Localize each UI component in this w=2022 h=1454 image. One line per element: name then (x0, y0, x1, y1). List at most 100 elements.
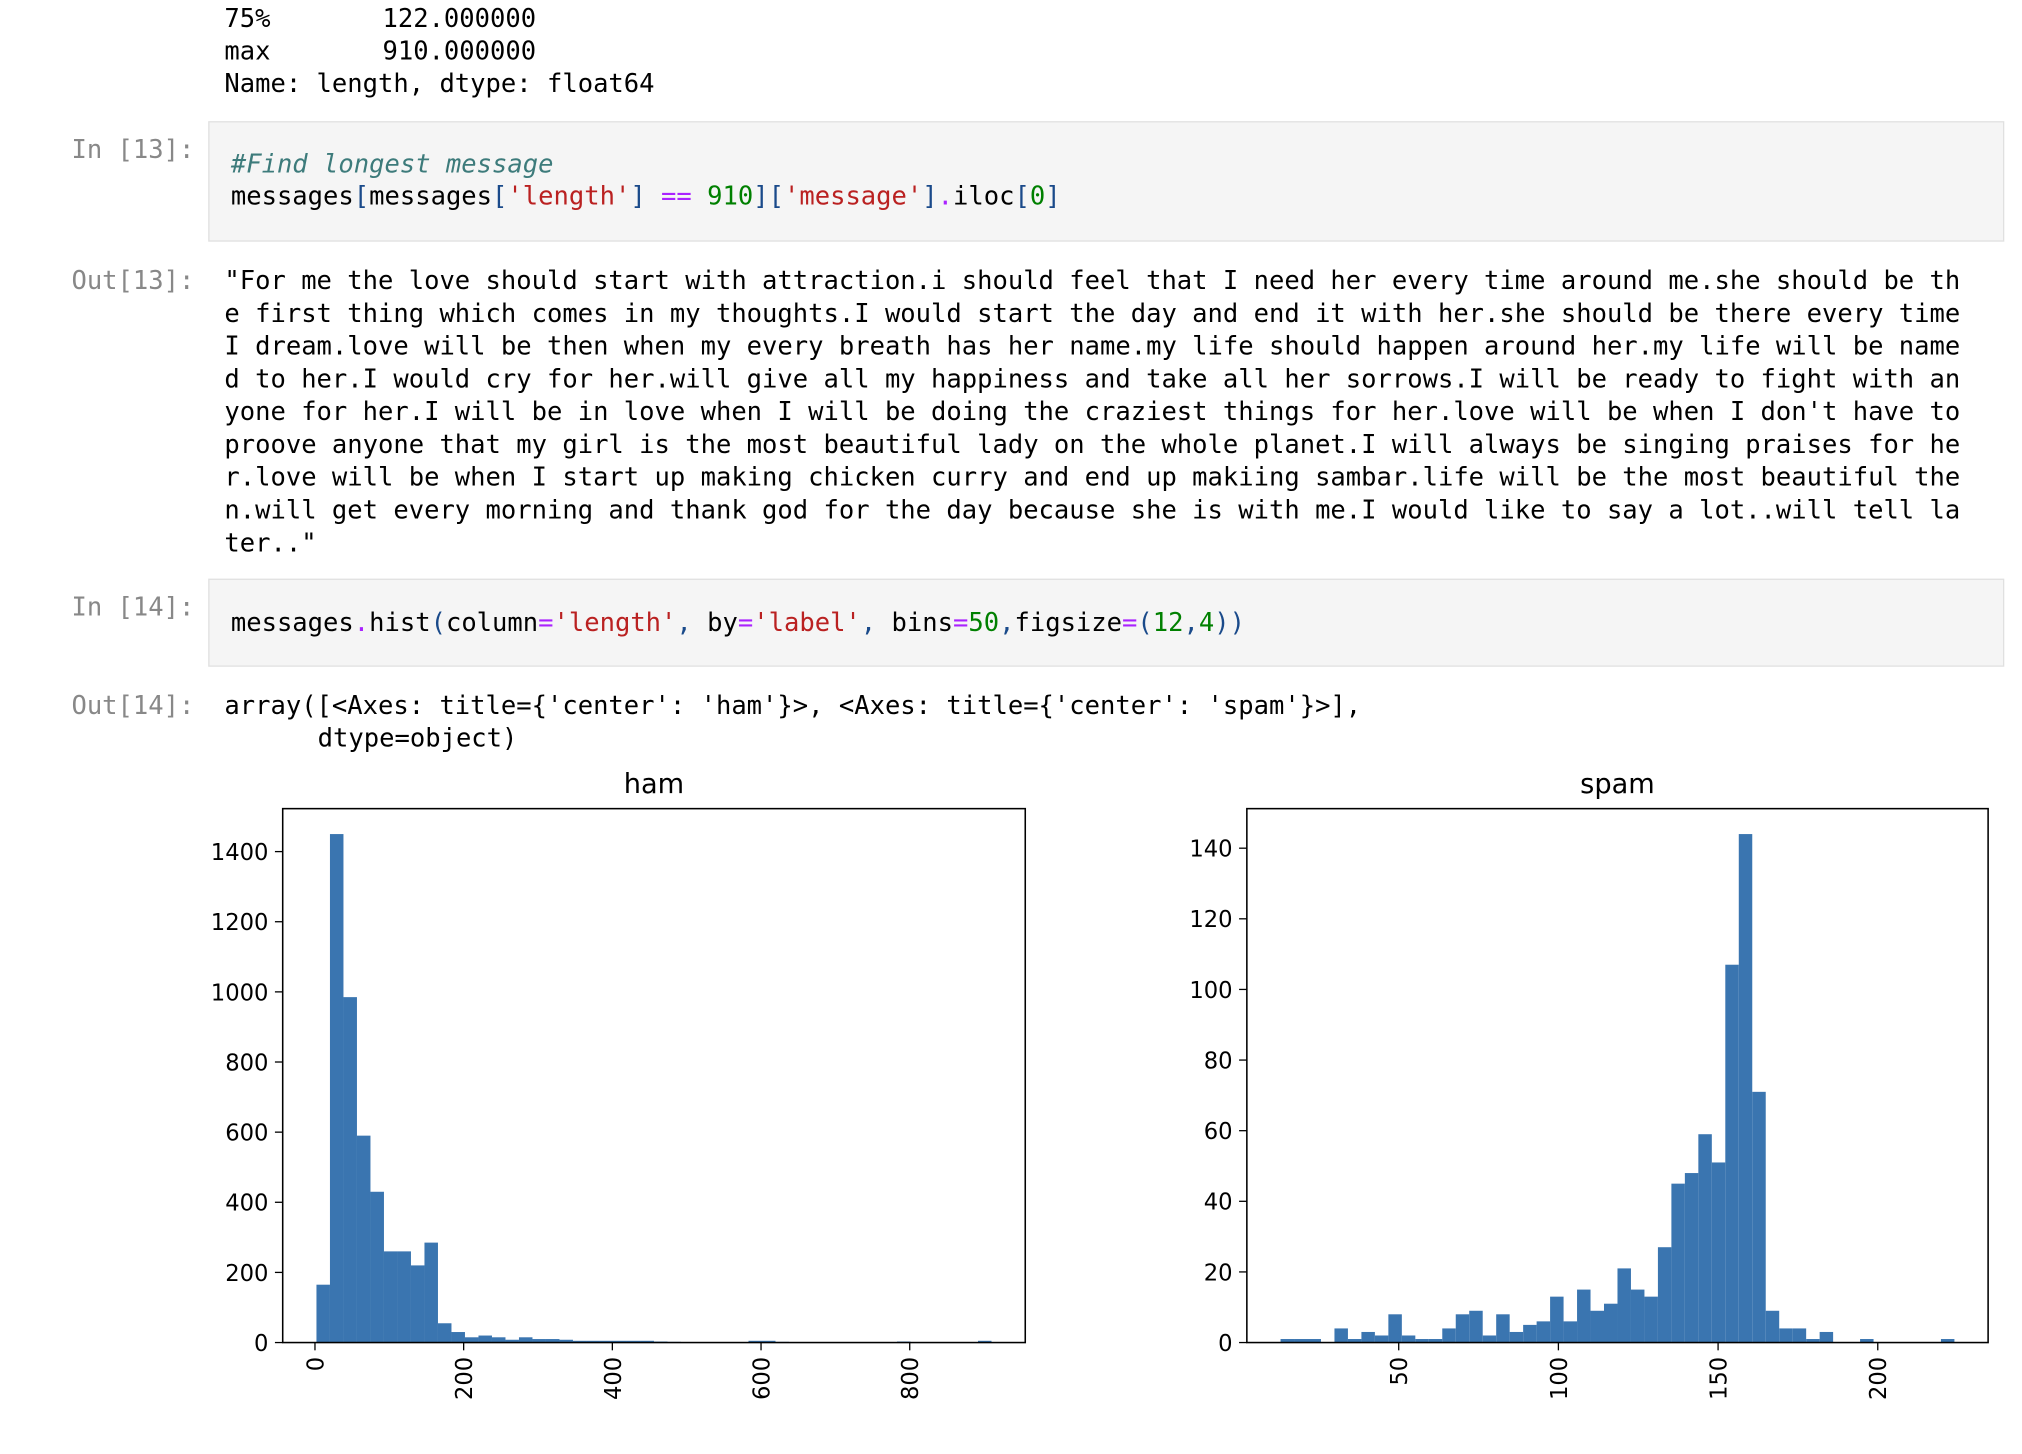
bar (1738, 834, 1753, 1343)
bar (1577, 1289, 1591, 1343)
bar (1307, 1339, 1321, 1343)
in-prompt: In [14]: (71, 593, 194, 623)
token: [ (1014, 182, 1029, 212)
bar (1294, 1339, 1308, 1343)
bar (478, 1335, 492, 1343)
token: iloc (953, 182, 1014, 212)
bar (1684, 1173, 1699, 1343)
token: hist (369, 608, 430, 638)
bar (356, 1135, 371, 1343)
bar (1617, 1268, 1631, 1343)
bar (1819, 1331, 1834, 1343)
y-tick-label: 600 (225, 1121, 268, 1147)
token: 'length' (507, 182, 630, 212)
y-tick-label: 120 (1189, 907, 1232, 933)
token: , (999, 608, 1014, 638)
stat-value: 122.000000 (382, 4, 536, 34)
y-tick-label: 80 (1204, 1048, 1233, 1074)
token: ] (1045, 182, 1060, 212)
stat-footer: Name: length, dtype: float64 (224, 69, 654, 99)
stat-key: max (224, 37, 270, 67)
bar (545, 1339, 560, 1343)
bar (1671, 1183, 1685, 1343)
bar (1550, 1296, 1564, 1343)
bar (1940, 1339, 1955, 1343)
stat-value: 910.000000 (382, 37, 536, 67)
bar (559, 1339, 573, 1343)
bar (1779, 1328, 1793, 1343)
token: . (354, 608, 369, 638)
bar (424, 1242, 438, 1343)
chart-title: spam (1580, 769, 1655, 800)
bar (505, 1339, 519, 1343)
bar (316, 1284, 330, 1343)
token: messages (231, 608, 354, 638)
output-text: "For me the love should start with attra… (224, 266, 1960, 558)
bar (1752, 1091, 1766, 1343)
token: ( (431, 608, 446, 638)
code-cell[interactable] (208, 121, 2005, 242)
bar (1657, 1247, 1672, 1343)
output-line: d to her.I would cry for her.will give a… (224, 364, 1960, 394)
bar (599, 1340, 614, 1343)
x-tick-label: 100 (1547, 1357, 1573, 1400)
bar (586, 1340, 600, 1343)
token: messages (369, 182, 492, 212)
token: ] (630, 182, 661, 212)
y-tick-label: 400 (225, 1191, 268, 1217)
token: = (538, 608, 553, 638)
y-tick-label: 20 (1204, 1260, 1233, 1286)
token: 'length' (554, 608, 677, 638)
axes-frame (1246, 807, 1989, 1344)
output-line: yone for her.I will be in love when I wi… (224, 397, 1960, 427)
bar (978, 1340, 992, 1343)
token: messages (231, 182, 354, 212)
bar (613, 1340, 627, 1343)
x-tick-label: 600 (749, 1357, 775, 1400)
bar (1698, 1134, 1712, 1343)
token: bins (892, 608, 953, 638)
output-line: "For me the love should start with attra… (224, 266, 1960, 296)
y-tick-label: 1400 (211, 840, 269, 866)
y-tick-label: 0 (254, 1331, 268, 1357)
y-tick-label: 60 (1204, 1119, 1233, 1145)
stat-key: 75% (224, 4, 270, 34)
bar (1388, 1314, 1402, 1343)
token: 4 (1199, 608, 1214, 638)
bar (1469, 1310, 1483, 1343)
x-tick-label: 400 (601, 1357, 627, 1400)
axes-frame (281, 807, 1027, 1344)
token: ] (922, 182, 937, 212)
x-tick-label: 150 (1707, 1357, 1733, 1400)
token: = (738, 608, 753, 638)
token: 0 (1030, 182, 1045, 212)
histogram: spam 0 20 40 60 80 100 120 140 50 100 150 200 (1189, 769, 1989, 1400)
y-tick-label: 100 (1189, 978, 1232, 1004)
code-line: messages[messages['length'] == 910]['mes… (231, 182, 1061, 212)
bar (1496, 1314, 1510, 1343)
token: [ (769, 182, 784, 212)
bar (1455, 1314, 1470, 1343)
comment: #Find longest message (230, 149, 554, 179)
y-tick-label: 200 (225, 1261, 268, 1287)
bar (1523, 1324, 1537, 1343)
bar (1347, 1339, 1362, 1343)
y-tick-label: 800 (225, 1050, 268, 1076)
bar (1590, 1310, 1605, 1343)
bar (1415, 1339, 1429, 1343)
y-tick-label: 140 (1189, 837, 1232, 863)
bar (1482, 1335, 1497, 1343)
output-line: n.will get every morning and thank god f… (224, 495, 1960, 525)
code-cell[interactable] (208, 578, 2005, 667)
token: )) (1214, 608, 1245, 638)
token: 12 (1153, 608, 1184, 638)
bar (1630, 1289, 1645, 1343)
chart-title: ham (624, 769, 684, 800)
token: = (1122, 608, 1137, 638)
bar (410, 1265, 425, 1343)
code-line: #Find longest message (230, 149, 554, 179)
bar (1563, 1321, 1578, 1343)
token: [ (354, 182, 369, 212)
x-tick-label: 0 (303, 1357, 329, 1371)
